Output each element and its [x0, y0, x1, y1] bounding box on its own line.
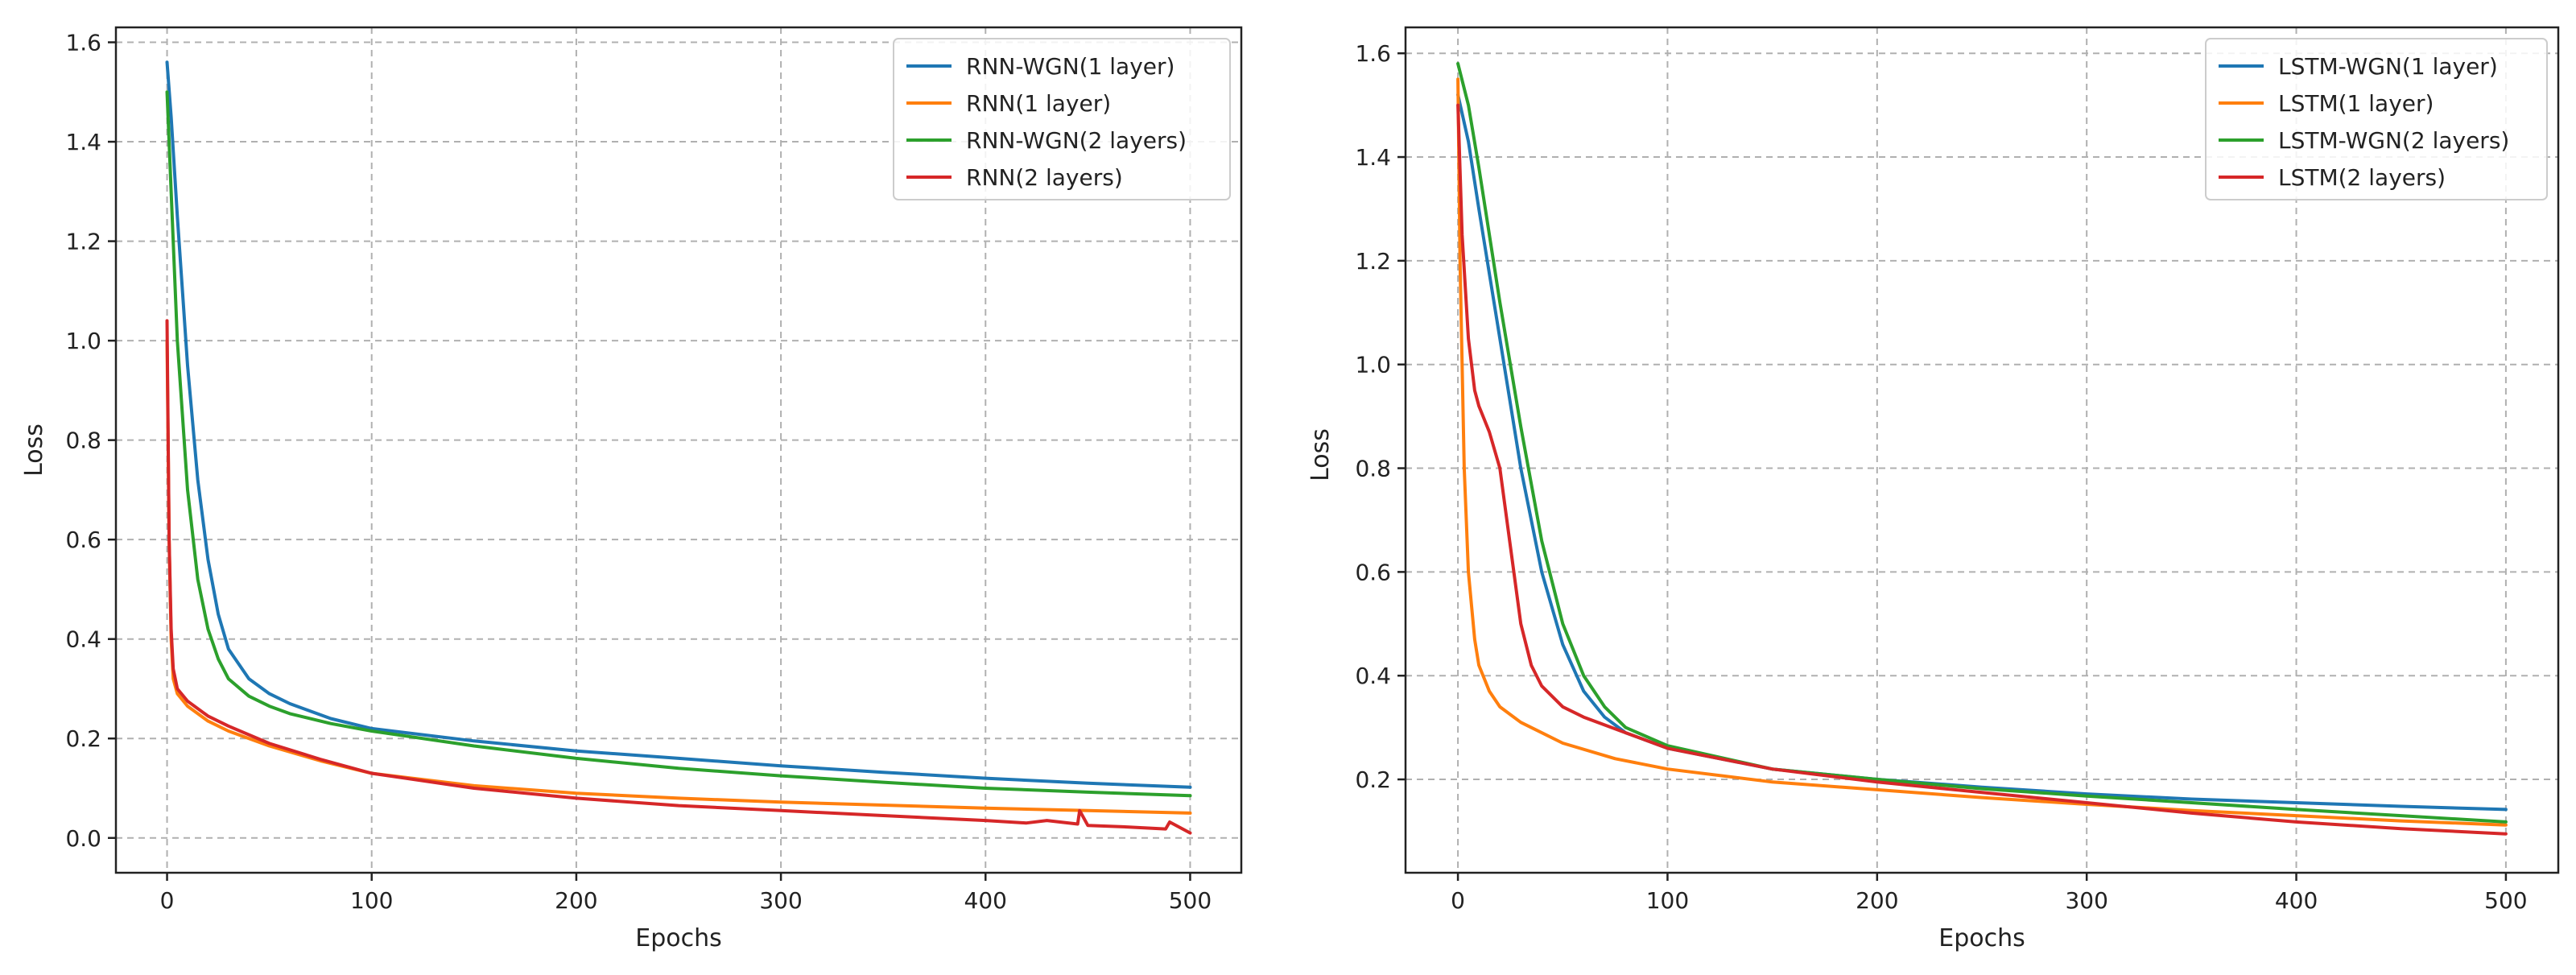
y-tick-label: 1.2 — [1355, 248, 1391, 275]
series-line-3 — [165, 90, 1192, 798]
y-tick-label: 1.0 — [65, 328, 101, 354]
x-tick-label: 0 — [1451, 887, 1465, 914]
x-tick-label: 400 — [964, 887, 1007, 914]
legend-box — [2205, 38, 2548, 200]
series-line-3 — [1456, 62, 2508, 824]
y-tick-label: 0.8 — [1355, 456, 1391, 482]
y-tick-label: 1.4 — [65, 129, 101, 155]
series-lines — [165, 60, 1192, 835]
y-tick-label: 1.4 — [1355, 144, 1391, 171]
x-tick-label: 200 — [555, 887, 597, 914]
y-tick-label: 1.2 — [65, 229, 101, 255]
y-tick-label: 0.0 — [65, 825, 101, 852]
legend-label: LSTM-WGN(1 layer) — [2278, 53, 2498, 80]
chart-lstm-loss: 0 100 200 300 400 500 0.2 0.4 0.6 0.8 1.0 1.2 1.4 1.6… — [1307, 26, 2560, 952]
legend: LSTM-WGN(1 layer) LSTM(1 layer) LSTM-WGN(2… — [2205, 38, 2548, 200]
y-tick-label: 0.2 — [1355, 766, 1391, 793]
axis-ticks: 0 100 200 300 400 500 0.2 0.4 0.6 0.8 1.0 1.2 1.4 1.6 — [1355, 40, 2527, 914]
x-tick-label: 300 — [759, 887, 802, 914]
x-tick-label: 300 — [2065, 887, 2107, 914]
x-tick-label: 100 — [1646, 887, 1689, 914]
x-tick-label: 500 — [2484, 887, 2527, 914]
y-axis-label: Loss — [1307, 428, 1335, 481]
x-axis-label: Epochs — [635, 924, 722, 952]
legend-label: RNN(2 layers) — [966, 164, 1123, 191]
legend-label: LSTM(2 layers) — [2278, 164, 2446, 191]
plot-frame — [114, 26, 1243, 874]
legend-label: RNN-WGN(1 layer) — [966, 53, 1174, 80]
y-axis-label: Loss — [20, 423, 48, 477]
y-tick-label: 0.4 — [65, 626, 101, 653]
y-tick-label: 1.6 — [65, 30, 101, 56]
x-tick-label: 400 — [2275, 887, 2318, 914]
x-tick-label: 100 — [350, 887, 393, 914]
chart-rnn-loss: 0 100 200 300 400 500 0.0 0.2 0.4 0.6 0.8 1.0 1.2 1.4… — [20, 26, 1243, 952]
series-line-2 — [1456, 77, 2508, 827]
y-tick-label: 0.4 — [1355, 663, 1391, 689]
axis-ticks: 0 100 200 300 400 500 0.0 0.2 0.4 0.6 0.8 1.0 1.2 1.4… — [65, 30, 1212, 914]
y-tick-label: 0.2 — [65, 725, 101, 752]
y-tick-label: 1.0 — [1355, 352, 1391, 378]
series-line-4 — [165, 319, 1192, 835]
series-line-4 — [1456, 103, 2508, 836]
y-tick-label: 1.6 — [1355, 40, 1391, 67]
y-tick-label: 0.6 — [1355, 559, 1391, 585]
legend-label: LSTM-WGN(2 layers) — [2278, 127, 2509, 154]
y-tick-label: 0.8 — [65, 428, 101, 454]
legend-label: LSTM(1 layer) — [2278, 90, 2434, 117]
legend: RNN-WGN(1 layer) RNN(1 layer) RNN-WGN(2 la… — [893, 38, 1231, 200]
legend-box — [893, 38, 1231, 200]
legend-label: RNN-WGN(2 layers) — [966, 127, 1187, 154]
y-tick-label: 0.6 — [65, 527, 101, 553]
series-lines — [1456, 62, 2508, 836]
x-tick-label: 200 — [1856, 887, 1898, 914]
x-tick-label: 0 — [160, 887, 175, 914]
plot-frame — [1404, 26, 2560, 874]
x-axis-label: Epochs — [1938, 924, 2025, 952]
series-line-1 — [165, 60, 1192, 789]
legend-label: RNN(1 layer) — [966, 90, 1111, 117]
x-tick-label: 500 — [1169, 887, 1212, 914]
